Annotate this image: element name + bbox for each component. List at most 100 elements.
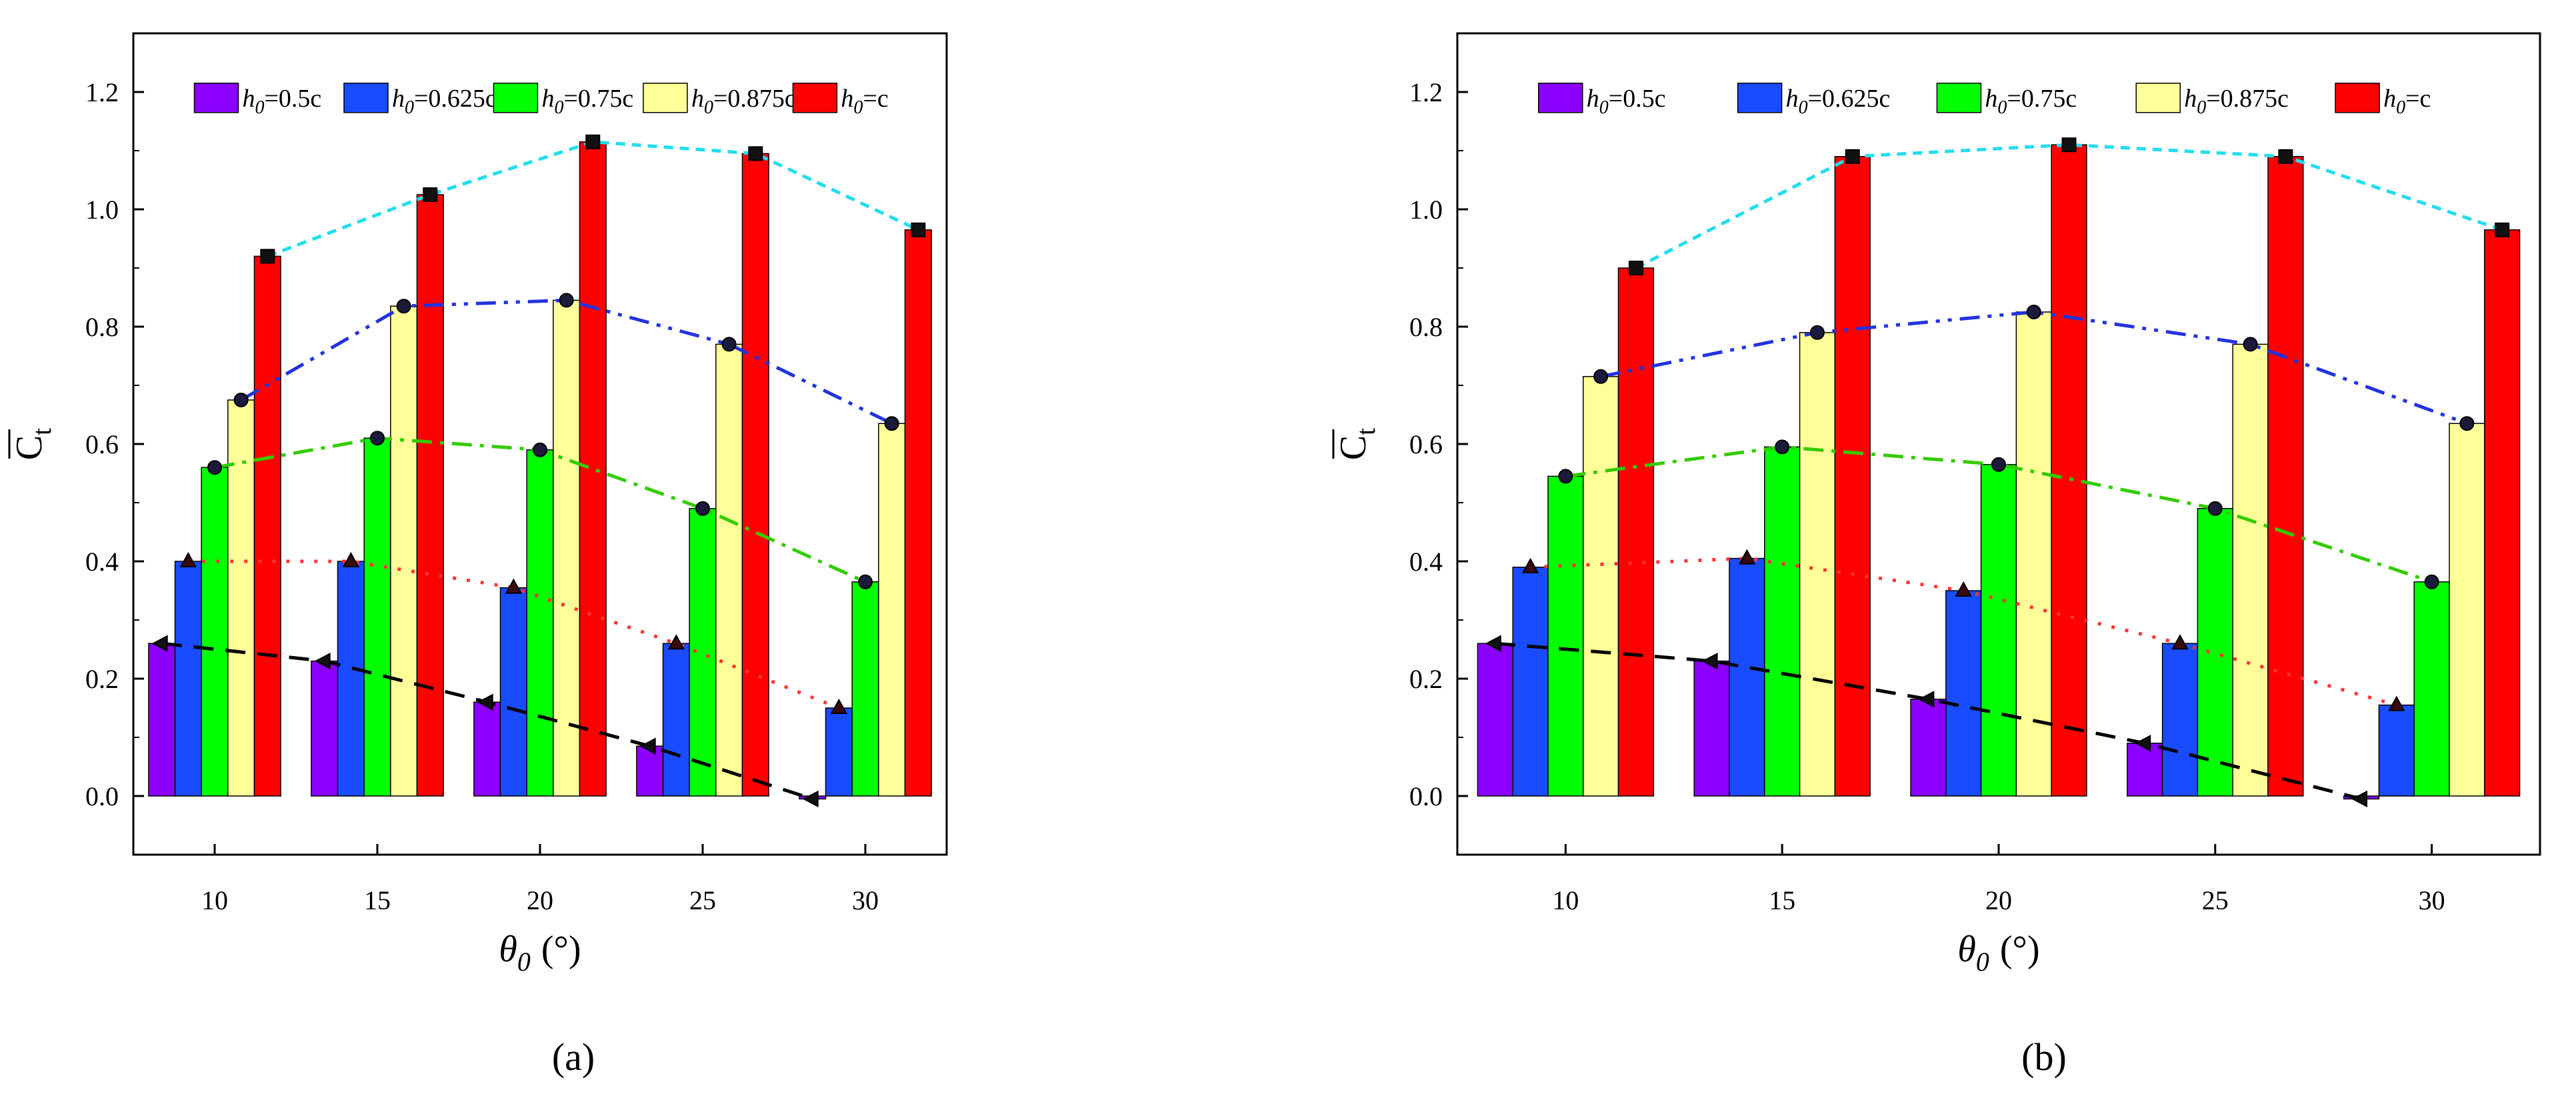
legend-h: h [2383, 85, 2396, 113]
x-tick-label: 15 [364, 885, 391, 915]
data-point-h0_05c [151, 635, 168, 652]
x-tick-label: 25 [2202, 885, 2229, 915]
x-axis-title-unit: (°) [541, 929, 581, 970]
data-point-h0_c [1628, 261, 1643, 275]
bar-h0_05c [1477, 643, 1513, 797]
data-point-h0_075c [695, 501, 710, 516]
trend-line-h0_05c [1495, 641, 2362, 801]
y-axis-title-main: C [9, 435, 50, 460]
y-tick-label: 1.2 [85, 77, 119, 107]
x-axis-title-unit: (°) [2000, 929, 2040, 970]
data-point-h0_075c [1991, 457, 2006, 472]
data-point-h0_0625c [179, 551, 197, 567]
data-point-h0_0875c [233, 393, 249, 407]
legend-label-h0_0625c: h0=0.625c [1786, 85, 1891, 118]
legend-swatch-h0_075c [493, 83, 539, 113]
data-point-h0_0875c [884, 416, 899, 431]
x-tick-label: 30 [852, 885, 879, 915]
x-axis-title-sub: 0 [517, 947, 531, 977]
bar-h0_0875c [715, 343, 743, 797]
legend-label-h0_c: h0=c [2383, 85, 2431, 118]
data-point-h0_05c [1701, 652, 1718, 670]
data-point-h0_0875c [396, 299, 411, 314]
data-point-h0_0625c [667, 634, 685, 650]
bar-h0_075c [2413, 581, 2450, 797]
data-point-h0_05c [802, 790, 819, 808]
legend-value: =0.875c [2206, 85, 2289, 113]
bar-h0_c [904, 229, 932, 797]
bar-h0_c [416, 194, 444, 797]
legend-value: =c [863, 85, 888, 113]
data-point-h0_075c [2424, 574, 2439, 589]
legend-label-h0_0625c: h0=0.625c [392, 85, 497, 118]
legend-sub: 0 [1799, 97, 1808, 118]
legend-sub: 0 [2197, 97, 2206, 118]
trend-line-h0_075c [1565, 445, 2433, 584]
data-point-h0_0875c [1809, 325, 1825, 340]
data-point-h0_0625c [505, 578, 523, 594]
panel-label: (a) [552, 1035, 595, 1079]
bar-h0_0875c [2232, 343, 2269, 797]
legend-value: =0.5c [1609, 85, 1666, 113]
data-point-h0_c [423, 187, 438, 202]
data-point-h0_c [911, 222, 926, 237]
bar-h0_c [1617, 267, 1655, 797]
y-tick-label: 0.2 [85, 664, 119, 694]
legend-swatch-h0_05c [193, 83, 239, 113]
x-axis-title-main: θ [1957, 929, 1976, 970]
y-axis-title-main: C [1333, 435, 1374, 460]
y-axis-title-sub: t [27, 428, 57, 435]
y-tick-label: 0.8 [85, 312, 119, 342]
data-point-h0_05c [1485, 635, 1501, 652]
legend-swatch-h0_c [2335, 83, 2380, 113]
legend-swatch-h0_c [792, 83, 838, 113]
legend-sub: 0 [2396, 97, 2405, 118]
x-axis-title-sub: 0 [1976, 947, 1989, 977]
bar-h0_c [2051, 144, 2087, 797]
y-tick-label: 0.4 [85, 547, 119, 577]
bar-h0_05c [311, 660, 339, 797]
data-point-h0_05c [477, 693, 493, 711]
data-point-h0_0625c [1955, 581, 1972, 597]
data-point-h0_0875c [2026, 305, 2041, 319]
bar-h0_0875c [878, 423, 906, 797]
legend-value: =c [2405, 85, 2431, 113]
x-tick-label: 25 [689, 885, 716, 915]
data-point-h0_0875c [2243, 337, 2258, 352]
bar-h0_0625c [174, 561, 202, 797]
data-point-h0_05c [1918, 691, 1935, 708]
data-point-h0_0625c [342, 551, 360, 567]
data-point-h0_0625c [2388, 695, 2405, 711]
legend-label-h0_075c: h0=0.75c [541, 85, 633, 118]
y-tick-label: 1.0 [85, 195, 119, 225]
legend-sub: 0 [255, 97, 265, 118]
legend-label-h0_05c: h0=0.5c [243, 85, 322, 118]
x-axis-title: θ0 (°) [1957, 929, 2039, 977]
legend-sub: 0 [853, 97, 863, 118]
legend-swatch-h0_0625c [1737, 83, 1783, 113]
y-tick-label: 0.6 [85, 429, 119, 459]
data-point-h0_05c [639, 737, 656, 755]
y-axis-title-text: Ct [1333, 428, 1381, 460]
y-tick-label: 0.0 [85, 781, 119, 811]
bar-h0_05c [148, 643, 176, 797]
bar-h0_0625c [2378, 704, 2415, 797]
legend-value: =0.625c [414, 85, 497, 113]
bar-h0_075c [526, 449, 554, 797]
bar-h0_05c [1693, 660, 1730, 797]
bar-h0_0625c [1729, 557, 1765, 797]
legend-sub: 0 [554, 97, 563, 118]
legend-h: h [1587, 85, 1599, 113]
data-point-h0_c [2061, 137, 2077, 153]
legend-sub: 0 [405, 97, 414, 118]
x-tick-label: 10 [201, 885, 228, 915]
legend-sub: 0 [704, 97, 713, 118]
bar-h0_0875c [2015, 311, 2052, 797]
data-point-h0_0875c [2459, 416, 2475, 431]
trend-line-h0_c [1635, 143, 2503, 270]
trend-line-h0_0875c [240, 298, 893, 425]
y-tick-label: 1.2 [1409, 77, 1443, 107]
bar-h0_0875c [553, 299, 581, 797]
y-tick-label: 0.6 [1409, 429, 1443, 459]
